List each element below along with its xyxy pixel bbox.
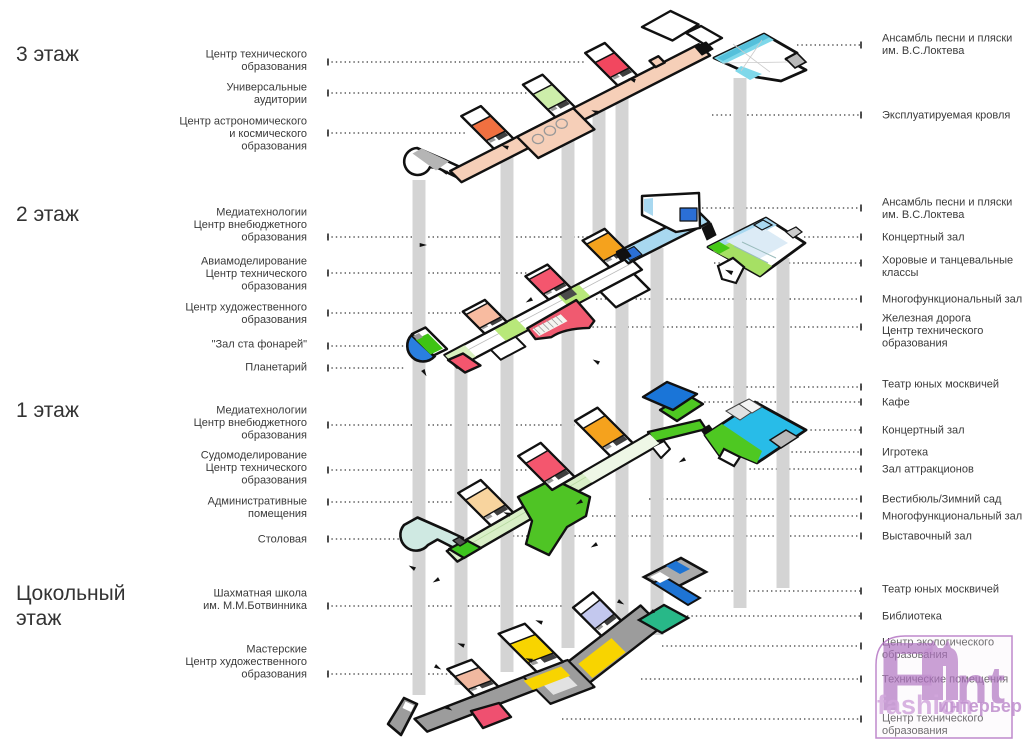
svg-text:Центр художественного: Центр художественного [185, 656, 307, 668]
svg-text:образования: образования [241, 430, 307, 442]
svg-text:Концертный зал: Концертный зал [882, 425, 965, 437]
svg-text:им. М.М.Ботвинника: им. М.М.Ботвинника [203, 600, 308, 612]
svg-text:образования: образования [241, 232, 307, 244]
svg-text:fashion: fashion [877, 690, 973, 720]
svg-text:интерьер: интерьер [938, 696, 1022, 716]
svg-text:Шахматная школа: Шахматная школа [213, 588, 307, 600]
svg-text:Многофункциональный зал: Многофункциональный зал [882, 294, 1022, 306]
svg-text:Авиамоделирование: Авиамоделирование [201, 256, 307, 268]
svg-text:Библиотека: Библиотека [882, 611, 943, 623]
svg-text:образования: образования [241, 281, 307, 293]
svg-text:им. В.С.Локтева: им. В.С.Локтева [882, 209, 965, 221]
svg-text:этаж: этаж [16, 607, 61, 630]
svg-text:образования: образования [241, 475, 307, 487]
svg-text:образования: образования [241, 314, 307, 326]
svg-text:Мастерские: Мастерские [246, 644, 307, 656]
svg-text:Административные: Административные [208, 496, 307, 508]
svg-text:классы: классы [882, 267, 918, 279]
svg-text:Центр экологического: Центр экологического [882, 637, 994, 649]
svg-text:Зал аттракционов: Зал аттракционов [882, 464, 974, 476]
svg-text:Центр технического: Центр технического [882, 325, 983, 337]
svg-text:Хоровые и танцевальные: Хоровые и танцевальные [882, 255, 1013, 267]
svg-text:Театр юных москвичей: Театр юных москвичей [882, 379, 999, 391]
svg-text:и космического: и космического [229, 128, 307, 140]
svg-text:Железная дорога: Железная дорога [882, 313, 972, 325]
svg-text:Медиатехнологии: Медиатехнологии [216, 207, 307, 219]
svg-text:Кафе: Кафе [882, 397, 910, 409]
svg-text:образования: образования [882, 725, 948, 737]
svg-text:Универсальные: Универсальные [226, 82, 307, 94]
svg-text:Цокольный: Цокольный [16, 582, 125, 605]
svg-text:Эксплуатируемая кровля: Эксплуатируемая кровля [882, 110, 1010, 122]
svg-text:Концертный зал: Концертный зал [882, 232, 965, 244]
svg-text:Центр технического: Центр технического [206, 462, 307, 474]
svg-text:Многофункциональный зал: Многофункциональный зал [882, 511, 1022, 523]
svg-text:nt: nt [956, 657, 1005, 715]
svg-text:помещения: помещения [248, 508, 307, 520]
svg-text:образования: образования [882, 338, 948, 350]
svg-text:образования: образования [241, 61, 307, 73]
svg-text:3 этаж: 3 этаж [16, 43, 79, 66]
svg-text:им. В.С.Локтева: им. В.С.Локтева [882, 45, 965, 57]
svg-text:Столовая: Столовая [258, 534, 307, 546]
svg-text:Ансамбль песни и пляски: Ансамбль песни и пляски [882, 33, 1012, 45]
svg-text:Центр внебюджетного: Центр внебюджетного [194, 417, 307, 429]
svg-text:образования: образования [241, 141, 307, 153]
svg-text:Центр технического: Центр технического [882, 713, 983, 725]
svg-text:Планетарий: Планетарий [245, 362, 307, 374]
svg-text:Центр технического: Центр технического [206, 49, 307, 61]
svg-text:Технические помещения: Технические помещения [882, 674, 1008, 686]
svg-text:Центр внебюджетного: Центр внебюджетного [194, 219, 307, 231]
svg-text:Ансамбль песни и пляски: Ансамбль песни и пляски [882, 197, 1012, 209]
svg-text:аудитории: аудитории [254, 94, 307, 106]
svg-text:"Зал ста фонарей": "Зал ста фонарей" [212, 339, 307, 351]
svg-text:1 этаж: 1 этаж [16, 399, 79, 422]
svg-text:Театр юных москвичей: Театр юных москвичей [882, 584, 999, 596]
svg-text:Судомоделирование: Судомоделирование [201, 450, 307, 462]
svg-text:2 этаж: 2 этаж [16, 203, 79, 226]
svg-text:Игротека: Игротека [882, 447, 929, 459]
svg-text:Вестибюль/Зимний сад: Вестибюль/Зимний сад [882, 494, 1002, 506]
svg-text:Выставочный зал: Выставочный зал [882, 531, 972, 543]
svg-text:Медиатехнологии: Медиатехнологии [216, 405, 307, 417]
svg-text:Центр астрономического: Центр астрономического [179, 116, 307, 128]
svg-text:образования: образования [241, 669, 307, 681]
svg-text:Центр художественного: Центр художественного [185, 302, 307, 314]
svg-text:Центр технического: Центр технического [206, 268, 307, 280]
